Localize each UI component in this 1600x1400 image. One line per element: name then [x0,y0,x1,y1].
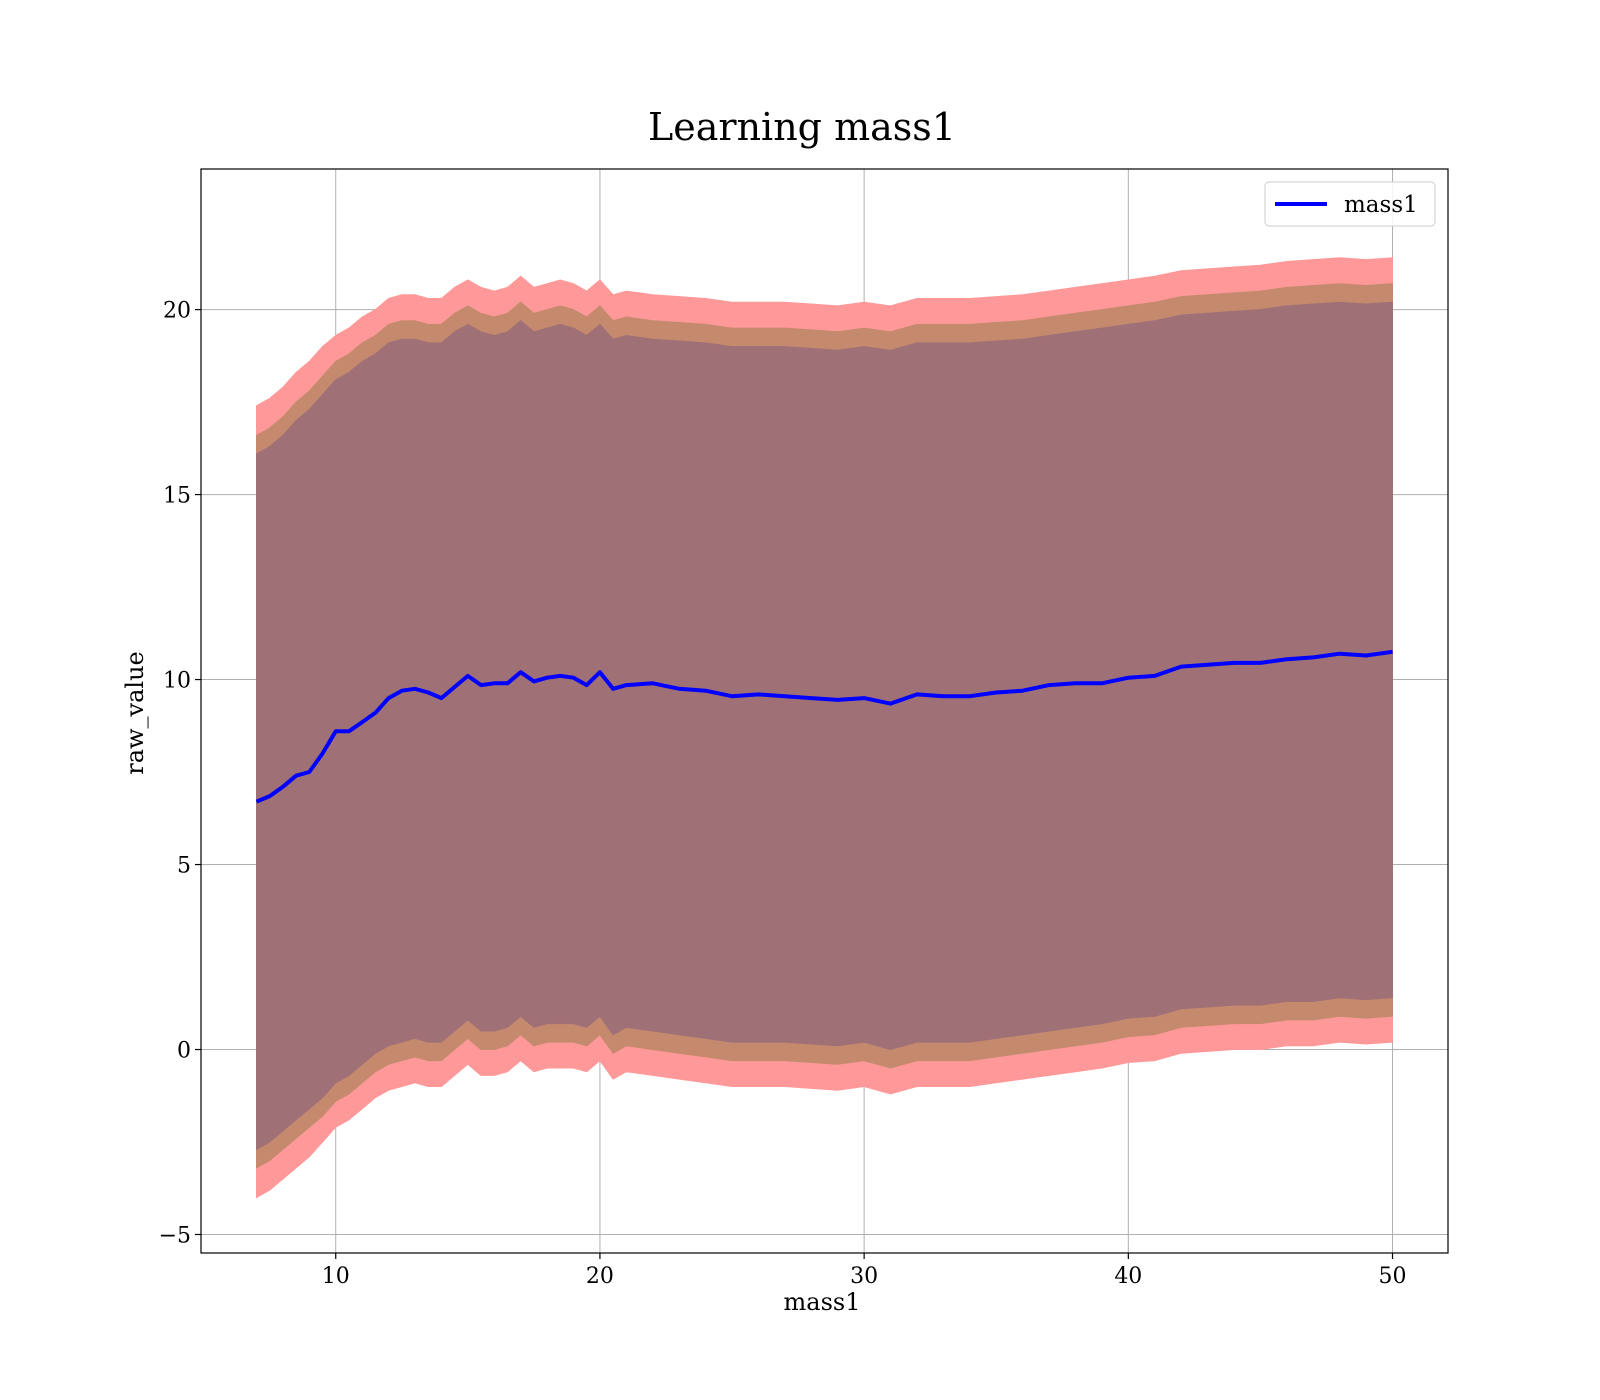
y-tick-label: 15 [163,484,191,509]
y-axis-ticks: −5 0 5 10 15 20 [159,299,201,1249]
legend: mass1 [1264,181,1436,227]
y-axis-label: raw_value [121,651,149,775]
x-axis-ticks: 10 20 30 40 50 [322,1253,1407,1289]
legend-label-mass1: mass1 [1344,192,1418,218]
y-tick-label: 5 [177,854,191,879]
x-tick-label: 10 [322,1264,350,1289]
y-tick-label: 10 [163,669,191,694]
y-tick-label: 20 [163,299,191,324]
series-lines [255,649,1393,804]
confidence-bands [256,257,1393,1199]
y-tick-label: 0 [177,1039,191,1064]
plot-frame [200,168,1449,1254]
chart-title: Learning mass1 [648,105,956,149]
band-inner [256,301,1393,1151]
x-tick-label: 20 [586,1264,614,1289]
x-axis-label: mass1 [784,1288,861,1316]
x-tick-label: 40 [1114,1264,1142,1289]
x-tick-label: 50 [1379,1264,1407,1289]
x-tick-label: 30 [850,1264,878,1289]
legend-box [1264,181,1436,227]
series-line-0 [255,649,1393,804]
y-tick-label: −5 [159,1224,191,1249]
